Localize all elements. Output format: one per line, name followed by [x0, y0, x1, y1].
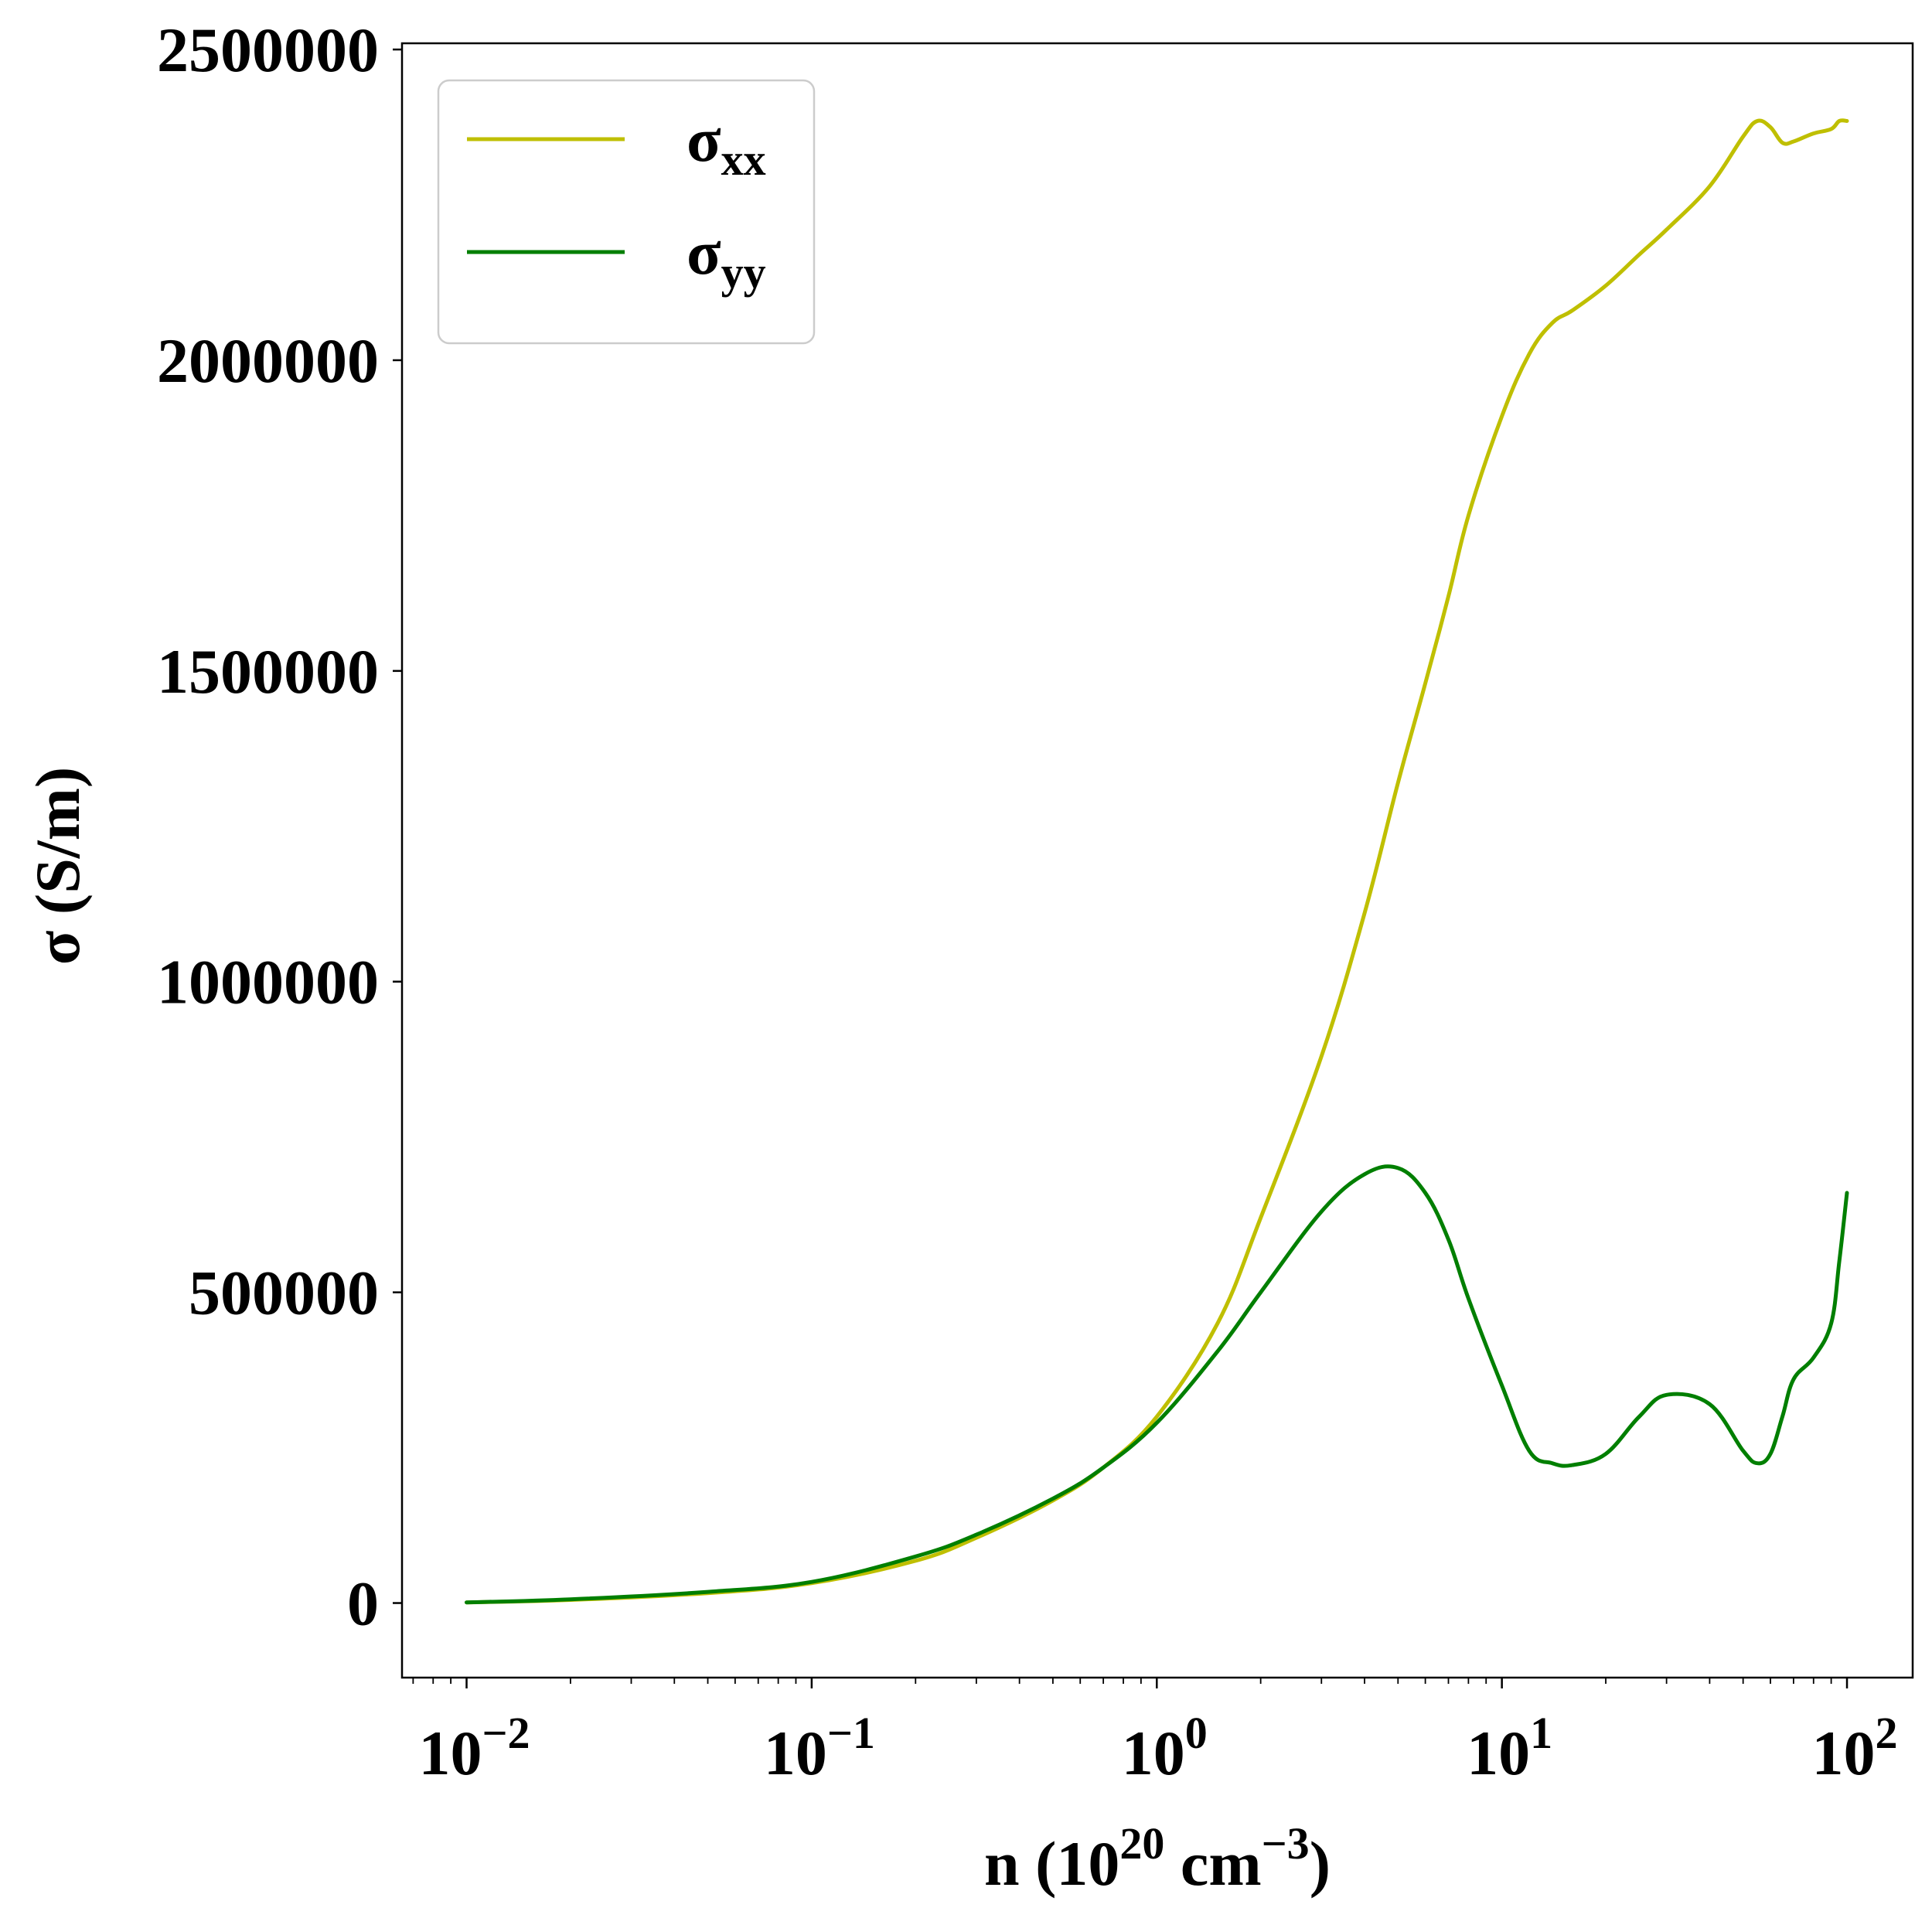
- y-tick-label: 2500000: [157, 15, 379, 85]
- x-axis-label-exp2: −3: [1262, 1818, 1310, 1869]
- y-tick-label: 1000000: [157, 947, 379, 1017]
- y-tick-label: 1500000: [157, 636, 379, 707]
- series-line-yy: [465, 1164, 1849, 1605]
- x-tick-label: 102: [1812, 1708, 1898, 1788]
- y-axis-label: σ (S/m): [22, 767, 93, 965]
- x-axis-label-base: n (10: [984, 1828, 1119, 1899]
- x-tick-label: 101: [1467, 1708, 1552, 1788]
- x-axis-label-end: ): [1310, 1828, 1331, 1899]
- series-layer: [465, 118, 1849, 1605]
- legend-label-xx: σxx: [687, 104, 766, 185]
- y-tick-label: 500000: [189, 1258, 379, 1328]
- x-axis-label-exp1: 20: [1119, 1818, 1164, 1869]
- legend-frame: [437, 79, 816, 345]
- x-tick-label: 10−1: [764, 1708, 875, 1788]
- series-line-xx: [465, 118, 1849, 1605]
- y-tick-label: 2000000: [157, 325, 379, 396]
- y-tick-label: 0: [347, 1569, 379, 1639]
- legend-label-yy: σyy: [687, 217, 766, 298]
- x-axis-label-mid: cm: [1164, 1828, 1261, 1899]
- y-axis: 0 500000 1000000 1500000 2000000 2500000: [157, 15, 402, 1639]
- x-axis-label: n (1020 cm−3): [984, 1818, 1331, 1899]
- x-axis: 10−2 10−1 100 101 102: [412, 1678, 1898, 1788]
- legend: σxx σyy: [437, 79, 816, 345]
- x-tick-label: 100: [1122, 1708, 1208, 1788]
- x-tick-label: 10−2: [418, 1708, 530, 1788]
